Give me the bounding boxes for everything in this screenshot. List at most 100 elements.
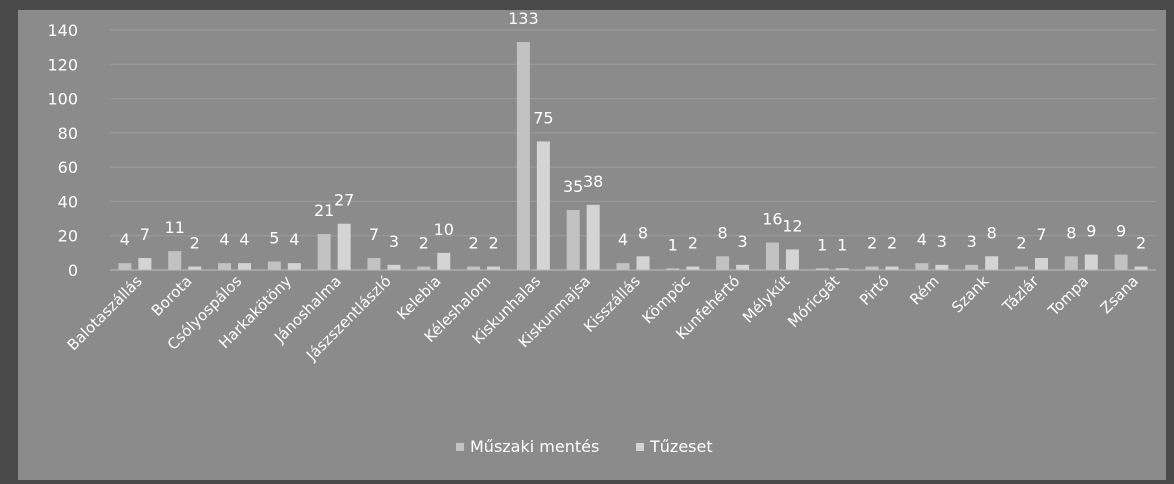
y-tick-label: 40 (58, 192, 78, 211)
bar-muszaki-mentes (218, 263, 232, 270)
bar-muszaki-mentes (1064, 256, 1078, 270)
bar-tuzeset (437, 252, 451, 270)
data-label: 11 (165, 218, 185, 237)
x-category-label: Tázlár (998, 272, 1043, 317)
bar-muszaki-mentes (118, 263, 132, 270)
bar-muszaki-mentes (915, 263, 929, 270)
x-category-label: Zsana (1097, 272, 1142, 317)
x-category-label: Jászszentlászló (302, 272, 395, 365)
data-label: 2 (887, 234, 897, 253)
bar-tuzeset (985, 256, 999, 270)
data-label: 4 (289, 230, 299, 249)
data-label: 8 (718, 223, 728, 242)
data-label: 2 (688, 234, 698, 253)
data-label: 1 (817, 235, 827, 254)
bar-tuzeset (1084, 254, 1098, 270)
data-label: 4 (239, 230, 249, 249)
data-label: 3 (937, 232, 947, 251)
data-label: 9 (1116, 222, 1126, 241)
bar-tuzeset (785, 249, 799, 270)
data-label: 1 (668, 235, 678, 254)
data-label: 2 (419, 234, 429, 253)
legend-swatch (456, 443, 464, 451)
data-label: 4 (917, 230, 927, 249)
y-tick-label: 0 (68, 261, 78, 280)
data-label: 4 (120, 230, 130, 249)
bar-tuzeset (1034, 258, 1048, 270)
data-label: 2 (190, 234, 200, 253)
legend-label: Műszaki mentés (470, 437, 599, 456)
gridlines (110, 29, 1156, 237)
data-label: 2 (488, 234, 498, 253)
y-tick-label: 80 (58, 124, 78, 143)
bar-tuzeset (188, 266, 202, 270)
legend-label: Tűzeset (649, 437, 713, 456)
data-label: 133 (508, 10, 539, 28)
bar-muszaki-mentes (616, 263, 630, 270)
data-label: 7 (140, 225, 150, 244)
data-label: 2 (1016, 234, 1026, 253)
x-axis-categories: Balotaszállás BorotaCsólyospálosHarkakötö… (64, 272, 1142, 365)
y-tick-label: 140 (47, 21, 78, 40)
bar-muszaki-mentes (1114, 254, 1128, 270)
y-axis-ticks: 0 20 40 60 80 100 120 140 (47, 21, 78, 280)
bar-tuzeset (387, 264, 401, 270)
bar-tuzeset (835, 268, 849, 270)
bar-muszaki-mentes (965, 264, 979, 270)
bar-tuzeset (287, 263, 301, 270)
y-tick-label: 120 (47, 55, 78, 74)
bar-muszaki-mentes (1014, 266, 1028, 270)
data-label: 16 (762, 210, 782, 229)
x-category-label: Borota (148, 272, 196, 320)
y-tick-label: 20 (58, 227, 78, 246)
data-label: 12 (782, 216, 802, 235)
bar-muszaki-mentes (516, 42, 530, 270)
bar-muszaki-mentes (367, 258, 381, 270)
bar-muszaki-mentes (467, 266, 481, 270)
data-label: 2 (468, 234, 478, 253)
bar-tuzeset (636, 256, 650, 270)
chart-area: 0 20 40 60 80 100 120 140 4 7 11 2 4 4 5 4 21 27 7 3 2 10 2 2 1… (18, 10, 1166, 480)
bar-muszaki-mentes (317, 234, 331, 270)
data-label: 1 (837, 235, 847, 254)
data-label: 10 (434, 220, 454, 239)
data-label: 38 (583, 172, 603, 191)
bar-tuzeset (536, 141, 550, 270)
bar-tuzeset (736, 264, 750, 270)
x-category-label: Móricgát (784, 272, 843, 331)
bar-tuzeset (586, 204, 600, 270)
bar-tuzeset (337, 223, 351, 270)
bar-tuzeset (935, 264, 949, 270)
bar-muszaki-mentes (765, 242, 779, 270)
bar-muszaki-mentes (566, 210, 580, 270)
data-label: 7 (369, 225, 379, 244)
data-label: 3 (738, 232, 748, 251)
data-label: 21 (314, 201, 334, 220)
data-label: 5 (269, 228, 279, 247)
x-category-label: Pirtó (856, 272, 893, 309)
bar-tuzeset (686, 266, 700, 270)
data-label: 7 (1036, 225, 1046, 244)
bar-muszaki-mentes (865, 266, 879, 270)
data-label: 8 (987, 223, 997, 242)
x-category-label: Tompa (1044, 272, 1092, 320)
data-label: 2 (1136, 234, 1146, 253)
data-label: 9 (1086, 222, 1096, 241)
x-category-label: Balotaszállás (64, 272, 146, 354)
x-category-label: Szank (948, 272, 993, 317)
x-category-label: Rém (906, 272, 942, 308)
data-label: 3 (967, 232, 977, 251)
bar-muszaki-mentes (666, 268, 680, 270)
bar-tuzeset (885, 266, 899, 270)
bar-tuzeset (1134, 266, 1148, 270)
bar-muszaki-mentes (417, 266, 431, 270)
bars (118, 42, 1148, 270)
bar-tuzeset (487, 266, 501, 270)
data-label: 4 (219, 230, 229, 249)
bar-muszaki-mentes (267, 261, 281, 270)
bar-muszaki-mentes (168, 251, 182, 270)
data-label: 8 (1066, 223, 1076, 242)
data-label: 4 (618, 230, 628, 249)
